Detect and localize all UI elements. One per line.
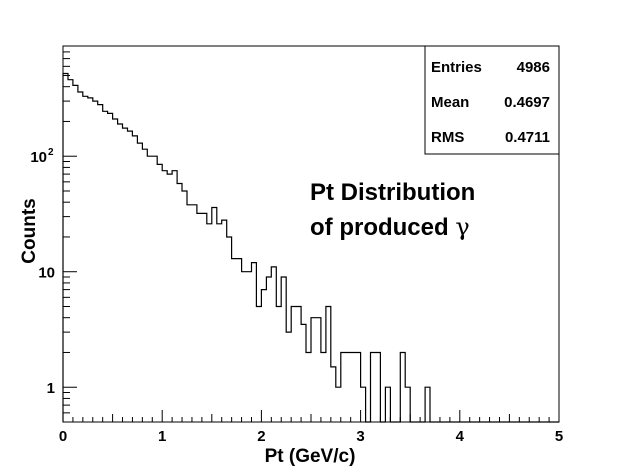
x-tick-label: 0 (59, 428, 67, 445)
y-tick-label-exponent: 2 (48, 147, 54, 158)
x-tick-label: 4 (456, 428, 465, 445)
stats-mean-value: 0.4697 (504, 94, 550, 111)
y-axis-label: Counts (19, 198, 40, 263)
stats-rms-value: 0.4711 (505, 129, 550, 146)
stats-mean-label: Mean (431, 94, 469, 111)
histogram-series (62, 72, 559, 423)
x-tick-label: 1 (158, 428, 166, 445)
annotation-line1: Pt Distribution (310, 179, 475, 206)
x-tick-label: 3 (356, 428, 364, 445)
plot-annotation: Pt Distribution of produced γ (310, 179, 475, 241)
stats-entries-label: Entries (431, 59, 482, 76)
annotation-line2: of produced γ (310, 213, 470, 241)
stats-entries-value: 4986 (517, 59, 550, 76)
annotation-line2-prefix: of produced (310, 214, 455, 241)
y-tick-label: 10 (38, 265, 55, 282)
gamma-symbol: γ (455, 213, 469, 241)
x-tick-labels: 0 1 2 3 4 5 (59, 428, 563, 445)
x-axis-label: Pt (GeV/c) (265, 446, 356, 467)
x-tick-label: 5 (555, 428, 563, 445)
stats-box-frame (424, 45, 560, 155)
stats-rms-label: RMS (431, 129, 464, 146)
y-tick-label: 1 (47, 380, 55, 397)
stats-box: Entries 4986 Mean 0.4697 RMS 0.4711 (424, 45, 560, 155)
y-tick-label: 10 (30, 149, 47, 166)
x-tick-label: 2 (257, 428, 265, 445)
plot-frame (62, 45, 560, 423)
